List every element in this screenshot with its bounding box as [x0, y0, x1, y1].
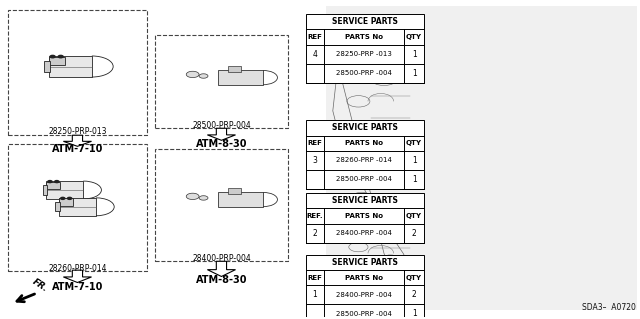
Bar — [60, 198, 96, 216]
Text: 28400-PRP -004: 28400-PRP -004 — [336, 230, 392, 236]
Bar — [218, 192, 263, 207]
Text: 28260-PRP-014: 28260-PRP-014 — [48, 264, 107, 273]
Text: 28400-PRP-004: 28400-PRP-004 — [192, 254, 251, 263]
Circle shape — [186, 193, 199, 199]
Polygon shape — [63, 135, 92, 146]
Circle shape — [50, 56, 55, 58]
Text: REF: REF — [307, 275, 323, 281]
Text: QTY: QTY — [406, 34, 422, 40]
Text: 4: 4 — [312, 50, 317, 59]
Polygon shape — [63, 270, 92, 283]
Circle shape — [68, 197, 72, 199]
Text: 28500-PRP -004: 28500-PRP -004 — [336, 70, 392, 76]
Circle shape — [199, 196, 208, 200]
Bar — [155, 35, 288, 128]
Bar — [306, 255, 424, 319]
Text: 1: 1 — [412, 50, 417, 59]
Text: QTY: QTY — [406, 213, 422, 219]
Text: 1: 1 — [412, 175, 417, 184]
Text: 2: 2 — [412, 290, 417, 299]
Text: FR.: FR. — [31, 278, 49, 294]
Text: ATM-7-10: ATM-7-10 — [52, 282, 103, 292]
Text: 28500-PRP-004: 28500-PRP-004 — [192, 121, 251, 130]
Text: SERVICE PARTS: SERVICE PARTS — [332, 196, 398, 205]
Text: REF: REF — [307, 140, 323, 146]
Text: 2: 2 — [312, 229, 317, 238]
Text: 3: 3 — [312, 156, 317, 165]
Text: 28260-PRP -014: 28260-PRP -014 — [336, 157, 392, 163]
Text: 1: 1 — [412, 156, 417, 165]
Text: SERVICE PARTS: SERVICE PARTS — [332, 17, 398, 26]
Polygon shape — [207, 128, 236, 140]
Bar — [228, 188, 241, 194]
Bar — [49, 56, 92, 77]
Circle shape — [48, 181, 52, 182]
Bar — [43, 185, 47, 195]
Bar — [306, 193, 424, 243]
Bar — [8, 10, 147, 135]
Text: 28250-PRP-013: 28250-PRP-013 — [48, 127, 107, 136]
Text: ATM-8-30: ATM-8-30 — [196, 139, 247, 149]
Text: 28400-PRP -004: 28400-PRP -004 — [336, 292, 392, 298]
Text: QTY: QTY — [406, 140, 422, 146]
Bar — [218, 70, 263, 85]
Text: SERVICE PARTS: SERVICE PARTS — [332, 123, 398, 132]
Text: PARTS No: PARTS No — [345, 275, 383, 281]
Circle shape — [55, 181, 59, 182]
Polygon shape — [207, 261, 236, 277]
Bar — [155, 149, 288, 261]
Text: SERVICE PARTS: SERVICE PARTS — [332, 258, 398, 267]
Text: 1: 1 — [412, 309, 417, 318]
Text: 1: 1 — [412, 69, 417, 78]
Circle shape — [199, 74, 208, 78]
Text: REF: REF — [307, 34, 323, 40]
Text: PARTS No: PARTS No — [345, 213, 383, 219]
Circle shape — [61, 197, 65, 199]
Bar — [49, 56, 65, 65]
Bar — [56, 202, 60, 211]
Bar — [8, 144, 147, 271]
Text: PARTS No: PARTS No — [345, 140, 383, 146]
Text: QTY: QTY — [406, 275, 422, 281]
Bar — [306, 120, 424, 189]
Circle shape — [58, 56, 63, 58]
Bar — [44, 61, 50, 72]
Text: 28250-PRP -013: 28250-PRP -013 — [336, 51, 392, 57]
Text: ATM-8-30: ATM-8-30 — [196, 275, 247, 285]
Text: 28500-PRP -004: 28500-PRP -004 — [336, 176, 392, 182]
Bar — [60, 198, 73, 205]
Text: SDA3–  A0720: SDA3– A0720 — [582, 303, 636, 312]
Bar — [47, 182, 60, 189]
Bar — [306, 14, 424, 83]
Text: 28500-PRP -004: 28500-PRP -004 — [336, 311, 392, 317]
Text: REF.: REF. — [307, 213, 323, 219]
Circle shape — [186, 71, 199, 78]
Text: 2: 2 — [412, 229, 417, 238]
Bar — [228, 66, 241, 72]
Text: PARTS No: PARTS No — [345, 34, 383, 40]
Text: 1: 1 — [312, 290, 317, 299]
Bar — [326, 6, 637, 310]
Text: ATM-7-10: ATM-7-10 — [52, 144, 103, 154]
Bar — [47, 181, 83, 199]
